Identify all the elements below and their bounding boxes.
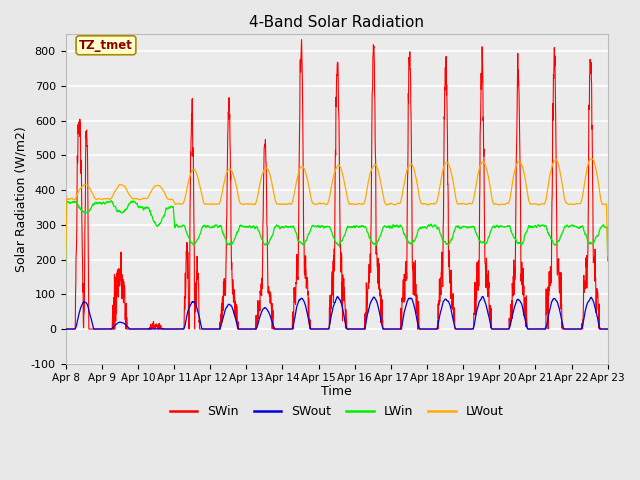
Text: TZ_tmet: TZ_tmet (79, 39, 133, 52)
Title: 4-Band Solar Radiation: 4-Band Solar Radiation (249, 15, 424, 30)
Legend: SWin, SWout, LWin, LWout: SWin, SWout, LWin, LWout (164, 400, 508, 423)
X-axis label: Time: Time (321, 385, 352, 398)
Y-axis label: Solar Radiation (W/m2): Solar Radiation (W/m2) (15, 126, 28, 272)
